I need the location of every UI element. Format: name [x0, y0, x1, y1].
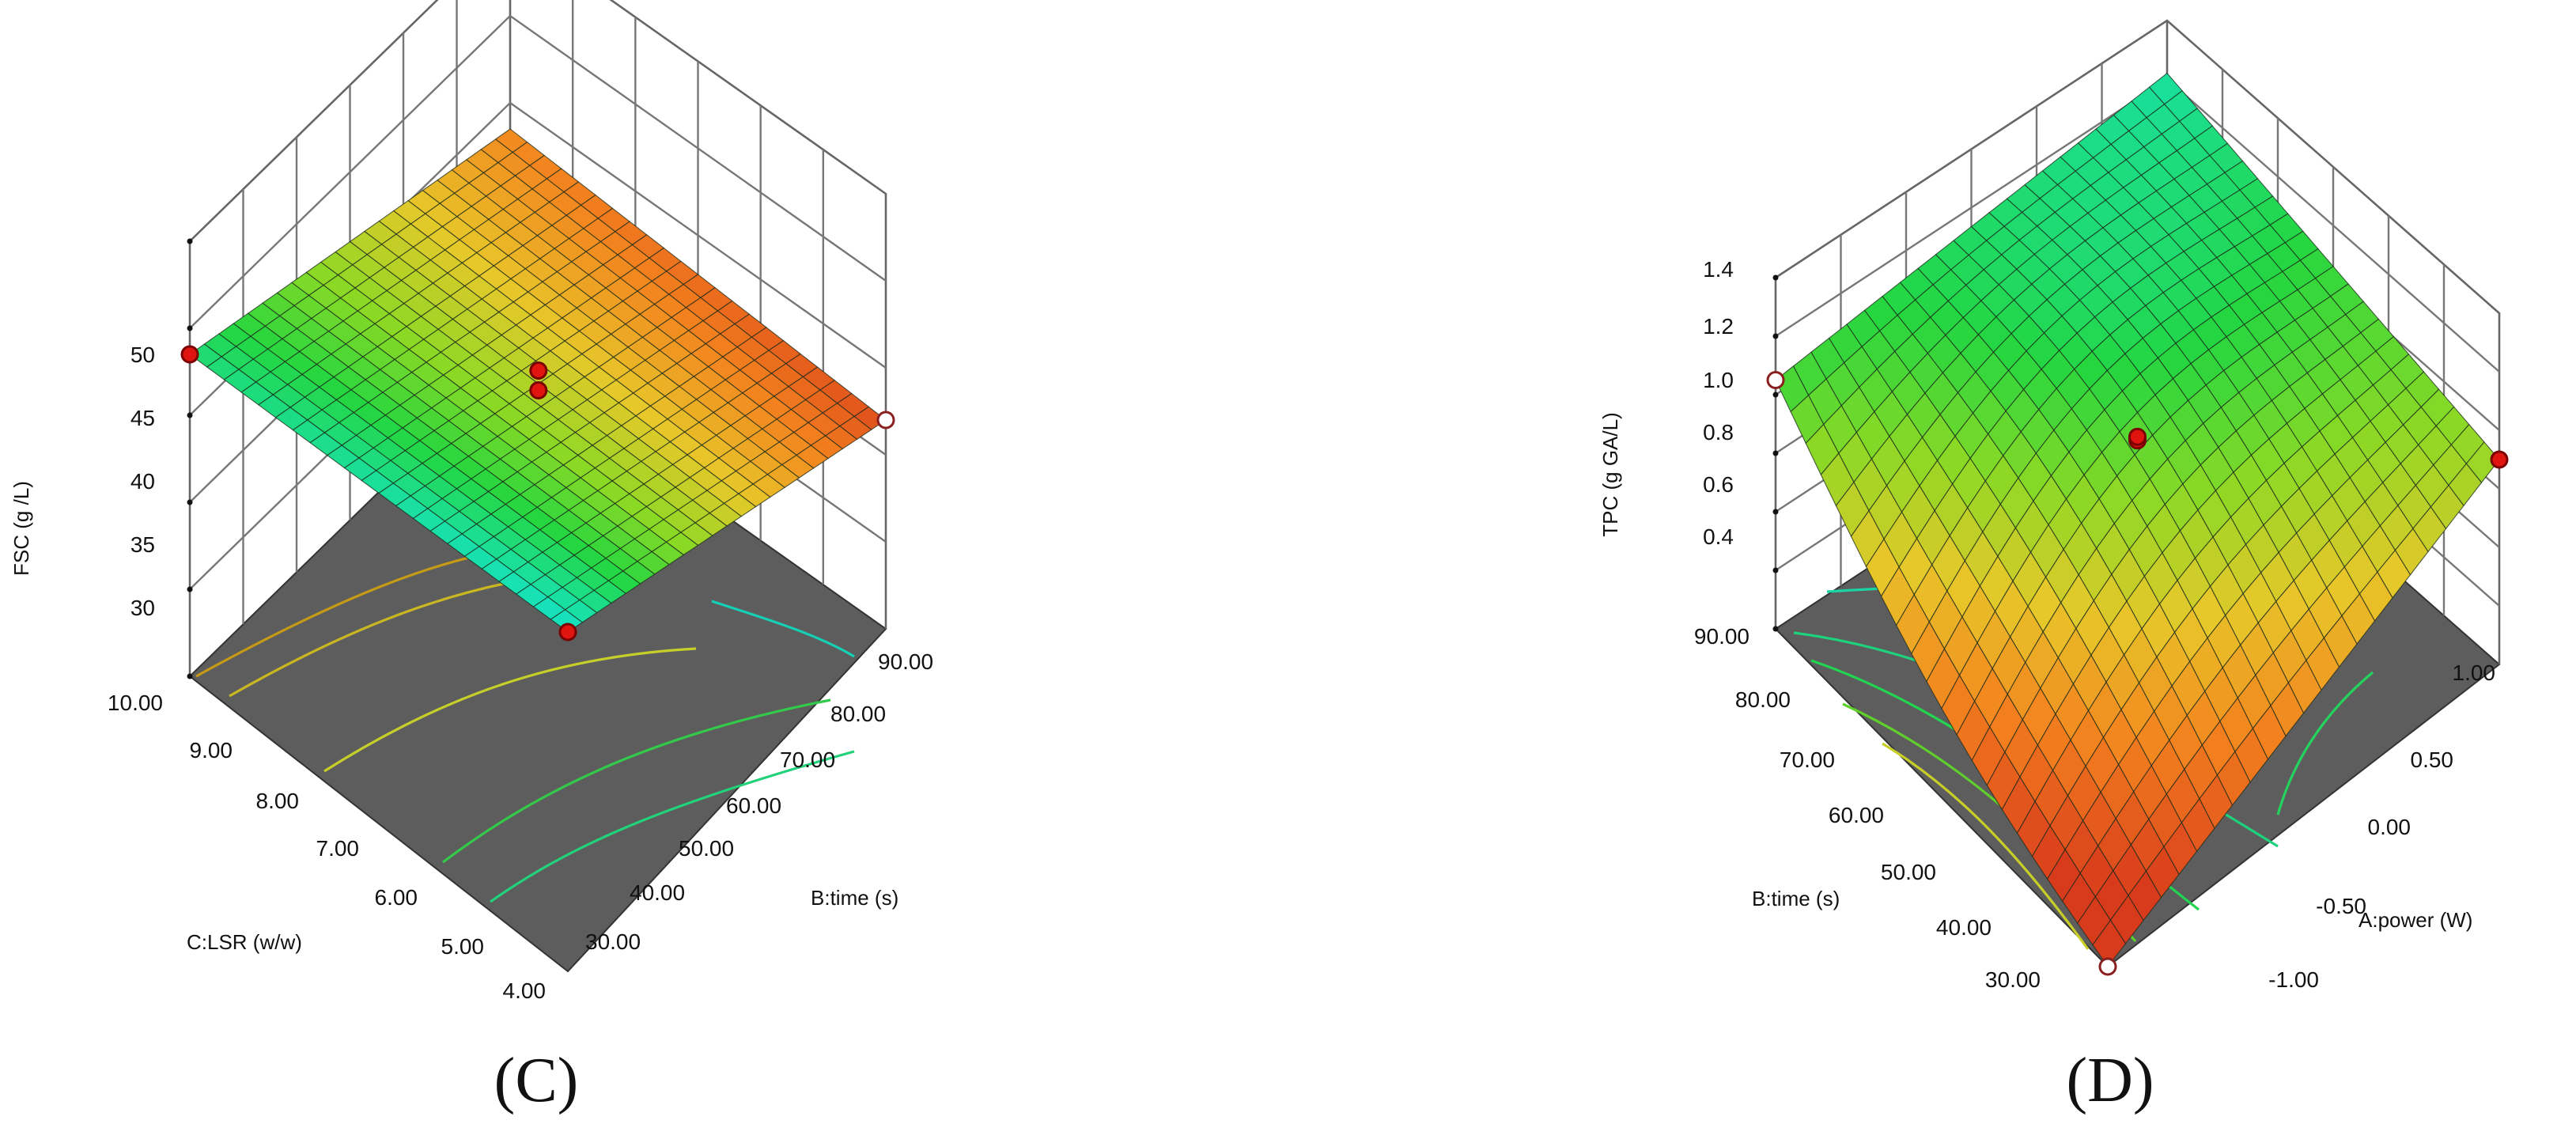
y-tick-label: 30.00	[1985, 967, 2041, 992]
y-tick-label: 90.00	[1694, 624, 1749, 649]
x-tick-label: 5.00	[441, 934, 485, 959]
z-tick-label: 45	[131, 406, 155, 430]
panel-label: (C)	[494, 1046, 579, 1115]
y-tick-label: 60.00	[1829, 803, 1884, 827]
z-tick-label: 30	[131, 596, 155, 620]
y-tick-label: 70.00	[1780, 747, 1835, 772]
x-tick-label: 10.00	[108, 691, 163, 715]
y-tick-label: 90.00	[878, 649, 933, 674]
design-point	[1766, 371, 1785, 389]
design-point	[876, 411, 895, 430]
box-edge	[188, 0, 887, 676]
y-axis-label: B:time (s)	[811, 886, 898, 910]
tick-mark	[187, 325, 193, 331]
contour-line	[490, 750, 855, 903]
design-point	[2490, 450, 2509, 469]
z-axis-label: FSC (g /L)	[9, 481, 33, 576]
x-tick-label: 4.00	[503, 978, 547, 1003]
y-tick-label: 30.00	[585, 929, 641, 954]
x-axis-label: C:LSR (w/w)	[187, 930, 302, 954]
grid-line	[189, 14, 887, 329]
x-tick-label: 6.00	[375, 885, 418, 910]
z-tick-label: 1.2	[1703, 314, 1734, 339]
tick-mark	[1772, 274, 1779, 281]
y-tick-label: 70.00	[780, 747, 835, 772]
z-tick-label: 1.0	[1703, 368, 1734, 392]
y-tick-label: 40.00	[630, 880, 685, 905]
design-point	[529, 361, 548, 380]
x-tick-label: 9.00	[190, 738, 233, 763]
tick-mark	[187, 499, 193, 505]
y-tick-label: 80.00	[830, 702, 886, 726]
y-tick-label: 60.00	[726, 793, 781, 818]
y-axis-label: B:time (s)	[1752, 887, 1840, 910]
x-tick-label: -0.50	[2316, 894, 2366, 918]
tick-mark	[187, 238, 193, 244]
tick-mark	[1772, 392, 1779, 398]
chart-panel-c: 50 45 40 35 30 10.00 9.00 8.00 7.00 6.00 5.00 4.00 3…	[9, 0, 933, 1115]
x-tick-label: 1.00	[2453, 660, 2496, 685]
y-tick-label: 40.00	[1936, 915, 1992, 940]
z-tick-label: 1.4	[1703, 257, 1734, 282]
tick-mark	[1772, 450, 1779, 456]
tick-mark	[1772, 626, 1779, 632]
design-point	[529, 381, 548, 399]
z-tick-label: 0.6	[1703, 472, 1734, 497]
tick-mark	[187, 412, 193, 418]
contour-line	[323, 647, 697, 773]
y-tick-label: 80.00	[1735, 687, 1791, 712]
response-surface	[189, 128, 887, 633]
x-tick-label: 7.00	[316, 836, 360, 861]
tick-mark	[187, 673, 193, 679]
y-tick-label: 50.00	[679, 836, 734, 861]
contour-line	[442, 698, 831, 864]
x-tick-label: -1.00	[2268, 967, 2319, 992]
z-tick-label: 40	[131, 469, 155, 494]
contour-line	[2276, 671, 2374, 816]
z-tick-label: 50	[131, 342, 155, 367]
chart-panel-d: 1.4 1.2 1.0 0.8 0.6 0.4 1.00 0.50 0.00 -0.50 -1.00…	[1598, 19, 2509, 1115]
contour-line	[1882, 742, 2090, 950]
z-tick-label: 0.8	[1703, 420, 1734, 445]
x-tick-label: 8.00	[256, 789, 300, 813]
x-axis-label: A:power (W)	[2358, 908, 2472, 932]
panel-label: (D)	[2066, 1046, 2154, 1115]
x-tick-label: 0.00	[2368, 815, 2411, 839]
tick-mark	[1772, 567, 1779, 573]
design-point	[558, 623, 577, 641]
y-tick-label: 50.00	[1881, 860, 1936, 884]
design-point	[2098, 957, 2117, 976]
tick-mark	[187, 586, 193, 592]
design-point	[2128, 427, 2147, 446]
tick-mark	[1772, 509, 1779, 515]
tick-mark	[1772, 333, 1779, 339]
z-tick-label: 0.4	[1703, 524, 1734, 549]
z-axis-label: TPC (g GA/L)	[1598, 412, 1622, 536]
z-tick-label: 35	[131, 532, 155, 557]
design-point	[180, 345, 199, 364]
contour-line	[711, 600, 855, 658]
x-tick-label: 0.50	[2411, 747, 2454, 772]
